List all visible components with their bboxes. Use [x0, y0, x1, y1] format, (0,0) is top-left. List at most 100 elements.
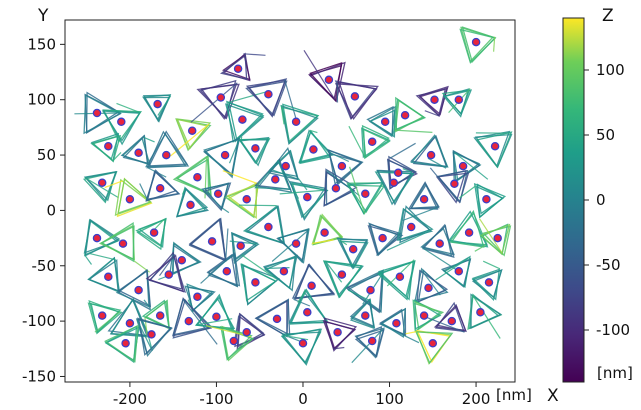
- structure-cluster: [452, 149, 489, 183]
- cluster-triangle: [369, 223, 402, 256]
- y-tick-label: 100: [27, 91, 56, 109]
- cluster-triangle: [82, 171, 118, 204]
- structure-cluster: [291, 263, 336, 307]
- data-point: [220, 150, 230, 160]
- cluster-link: [112, 151, 122, 162]
- cluster-triangle: [339, 238, 369, 269]
- cluster-triangle: [414, 331, 454, 365]
- cluster-triangle: [101, 110, 141, 142]
- cluster-triangle: [195, 297, 236, 330]
- cluster-triangle: [171, 241, 201, 276]
- data-point: [484, 278, 494, 287]
- cluster-link: [421, 270, 441, 296]
- cluster-triangle: [114, 178, 152, 216]
- cluster-triangle: [322, 260, 363, 299]
- data-point: [193, 172, 202, 182]
- data-point: [476, 308, 485, 317]
- data-point: [177, 255, 187, 265]
- data-point: [350, 92, 360, 101]
- cluster-link: [229, 240, 258, 245]
- data-point: [155, 184, 165, 193]
- cluster-link: [241, 254, 278, 280]
- cluster-triangle: [226, 182, 260, 217]
- cluster-link: [271, 229, 310, 262]
- data-point: [380, 117, 390, 127]
- cluster-triangle: [188, 217, 227, 262]
- data-point: [264, 222, 273, 232]
- cluster-link: [198, 318, 233, 326]
- cluster-triangle: [184, 285, 214, 312]
- cluster-triangle: [436, 169, 469, 204]
- data-point: [430, 95, 439, 104]
- data-point: [186, 200, 195, 210]
- data-point: [264, 89, 273, 99]
- structure-cluster: [323, 168, 360, 207]
- data-point: [454, 95, 464, 104]
- structure-cluster: [348, 124, 391, 160]
- structure-cluster: [87, 253, 121, 294]
- structure-cluster: [336, 237, 369, 270]
- data-point: [104, 272, 113, 282]
- cluster-triangle: [396, 207, 434, 242]
- cluster-link: [429, 167, 459, 202]
- cluster-triangle: [172, 298, 210, 339]
- data-point: [213, 189, 223, 199]
- cluster-link: [143, 136, 155, 143]
- cluster-link: [402, 206, 438, 222]
- cluster-link: [227, 91, 267, 104]
- cluster-triangle: [442, 88, 470, 118]
- cluster-triangle: [298, 130, 332, 163]
- y-axis-ticks: -150 -100 -50 0 50 100 150: [22, 35, 65, 385]
- cluster-triangle: [395, 96, 427, 131]
- cluster-triangle: [117, 269, 152, 308]
- cluster-link: [422, 315, 465, 333]
- structure-cluster: [222, 170, 260, 219]
- cluster-link: [376, 232, 399, 257]
- structure-cluster: [311, 213, 344, 246]
- data-point: [187, 126, 197, 135]
- cluster-link: [389, 142, 416, 159]
- data-point: [464, 228, 474, 237]
- cluster-triangle: [100, 225, 135, 261]
- colorbar-unit: [nm]: [597, 364, 633, 382]
- cluster-link: [424, 110, 440, 117]
- data-point: [378, 233, 387, 243]
- cluster-triangle: [144, 299, 170, 329]
- structure-cluster: [170, 118, 212, 157]
- structure-cluster: [422, 301, 467, 333]
- y-tick-label: 50: [37, 146, 56, 164]
- data-point: [324, 75, 334, 85]
- cluster-triangle: [242, 264, 281, 306]
- structure-cluster: [459, 182, 507, 219]
- cluster-triangle: [176, 187, 210, 218]
- cluster-link: [414, 301, 436, 312]
- structure-cluster: [104, 324, 140, 364]
- structure-cluster: [254, 298, 304, 344]
- cluster-triangle: [91, 134, 122, 163]
- data-point: [153, 99, 162, 109]
- structure-cluster: [238, 204, 286, 245]
- data-point: [395, 272, 405, 282]
- cluster-triangle: [122, 134, 149, 165]
- structure-cluster: [409, 134, 449, 169]
- data-point: [207, 237, 217, 246]
- cluster-link: [200, 253, 234, 284]
- data-point: [251, 278, 260, 287]
- data-point: [435, 239, 444, 248]
- cluster-triangle: [146, 130, 190, 169]
- cluster-link: [279, 189, 328, 195]
- cluster-triangle: [327, 149, 363, 185]
- cluster-link: [454, 152, 489, 180]
- x-tick-label: -200: [113, 390, 147, 408]
- cluster-link: [222, 207, 230, 214]
- cluster-link: [89, 253, 116, 261]
- data-point: [193, 292, 202, 302]
- cluster-triangle: [418, 85, 449, 118]
- data-point: [490, 141, 500, 151]
- cluster-link: [143, 299, 151, 309]
- structure-cluster: [473, 130, 513, 169]
- cluster-triangle: [387, 159, 417, 190]
- data-point: [424, 283, 433, 293]
- cluster-link: [132, 340, 138, 362]
- structure-cluster: [74, 91, 122, 135]
